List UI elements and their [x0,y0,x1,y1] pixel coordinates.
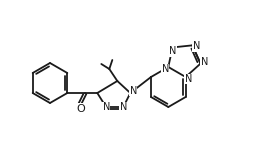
Text: N: N [169,46,176,56]
Text: N: N [185,74,192,84]
Text: N: N [201,57,208,67]
Text: N: N [193,41,200,51]
Text: N: N [120,102,127,112]
Text: N: N [130,86,137,96]
Text: N: N [162,64,169,74]
Text: N: N [103,102,110,112]
Text: O: O [76,104,85,114]
